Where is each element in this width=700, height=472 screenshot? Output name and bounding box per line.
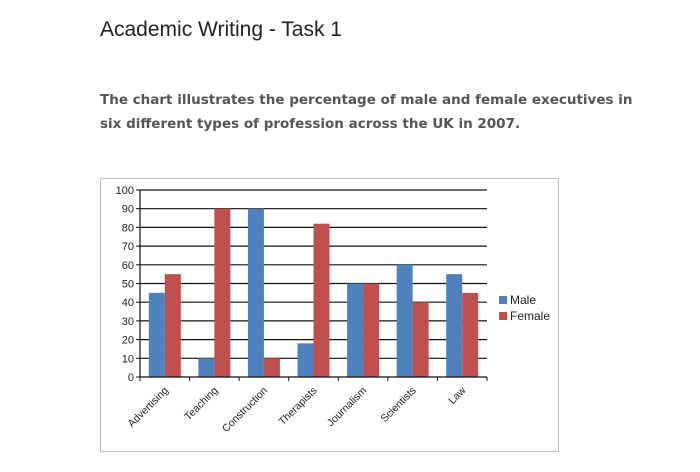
bar-male-teaching — [198, 358, 215, 377]
bar-female-teaching — [214, 208, 231, 377]
y-tick-label: 90 — [122, 204, 134, 216]
y-tick-label: 70 — [122, 241, 134, 253]
bar-male-construction — [247, 208, 264, 377]
x-tick-label: Journalism — [325, 384, 370, 429]
intro-paragraph: The chart illustrates the percentage of … — [100, 88, 633, 136]
x-tick-label: Teaching — [182, 385, 220, 423]
bar-male-therapists — [297, 343, 314, 377]
legend-label-male: Male — [510, 293, 536, 307]
legend-swatch-female — [499, 312, 507, 320]
y-tick-label: 30 — [122, 316, 134, 328]
x-tick-label: Construction — [220, 385, 270, 435]
axes — [136, 189, 488, 381]
intro-line-1: The chart illustrates the percentage of … — [100, 92, 633, 108]
bar-female-therapists — [313, 223, 330, 377]
page-title: Academic Writing - Task 1 — [100, 18, 342, 41]
bar-male-journalism — [347, 283, 364, 377]
bar-female-journalism — [363, 283, 380, 377]
y-tick-label: 0 — [128, 372, 134, 384]
bar-male-law — [446, 274, 463, 377]
x-tick-label: Advertising — [126, 385, 171, 430]
y-tick-label: 20 — [122, 335, 134, 347]
bar-female-construction — [263, 358, 280, 377]
bars — [148, 208, 479, 377]
y-tick-label: 40 — [122, 297, 134, 309]
x-tick-label: Scientists — [379, 385, 419, 425]
bar-male-advertising — [148, 292, 165, 377]
y-tick-label: 60 — [122, 260, 134, 272]
legend: Male Female — [499, 293, 550, 323]
bar-female-law — [462, 292, 479, 377]
x-tick-label: Therapists — [276, 385, 319, 428]
y-tick-label: 10 — [122, 353, 134, 365]
legend-label-female: Female — [510, 309, 550, 323]
x-tick-label: Law — [446, 384, 468, 406]
intro-line-2: six different types of profession across… — [100, 116, 521, 132]
y-tick-label: 80 — [122, 222, 134, 234]
bar-female-scientists — [412, 302, 429, 377]
bar-female-advertising — [164, 274, 181, 377]
bar-male-scientists — [396, 264, 413, 377]
y-tick-label: 100 — [116, 185, 134, 197]
legend-swatch-male — [499, 296, 507, 304]
y-tick-label: 50 — [122, 279, 134, 291]
